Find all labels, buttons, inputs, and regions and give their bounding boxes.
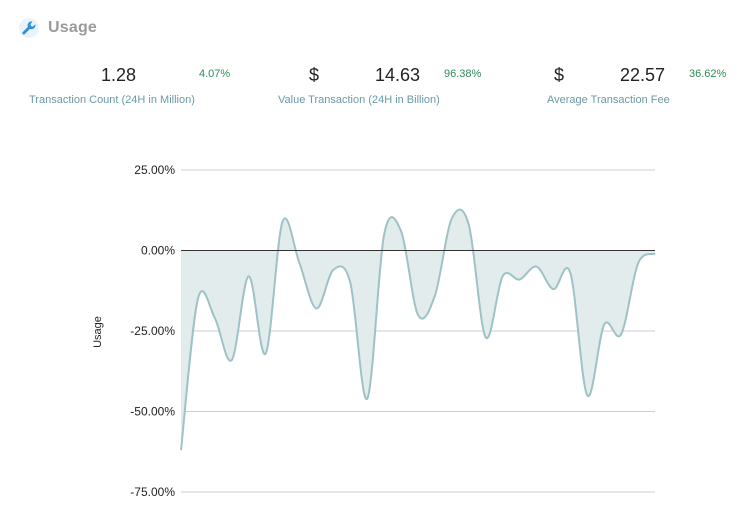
stat-value: 22.57: [620, 65, 666, 85]
y-tick-label: -25.00%: [130, 324, 175, 338]
usage-line: [180, 208, 656, 451]
stat-average-fee: $ 22.57 36.62% Average Transaction Fee: [547, 62, 737, 106]
y-tick-label: 0.00%: [141, 244, 175, 258]
stat-label: Value Transaction (24H in Billion): [278, 94, 440, 106]
y-axis-ticks: 25.00% 0.00% -25.00% -50.00% -75.00%: [130, 163, 175, 499]
stat-value: 14.63: [375, 65, 421, 85]
stat-transaction-count: 1.28 4.07% Transaction Count (24H in Mil…: [29, 62, 259, 106]
header: Usage: [18, 16, 97, 40]
y-tick-label: 25.00%: [134, 163, 175, 177]
stat-change: 96.38%: [444, 68, 482, 80]
stat-currency: $: [554, 65, 565, 85]
y-tick-label: -75.00%: [130, 485, 175, 499]
y-axis-title: Usage: [92, 316, 104, 348]
stat-label: Average Transaction Fee: [547, 94, 670, 106]
stat-value-transaction: $ 14.63 96.38% Value Transaction (24H in…: [278, 62, 508, 106]
y-tick-label: -50.00%: [130, 405, 175, 419]
stat-label: Transaction Count (24H in Million): [29, 94, 195, 106]
wrench-icon: [19, 18, 39, 38]
stat-change: 4.07%: [199, 68, 231, 80]
stat-value: 1.28: [101, 65, 137, 85]
area-layer: [180, 208, 656, 451]
stat-change: 36.62%: [689, 68, 727, 80]
stat-currency: $: [309, 65, 320, 85]
usage-area: [181, 209, 655, 451]
page-title: Usage: [48, 19, 98, 36]
